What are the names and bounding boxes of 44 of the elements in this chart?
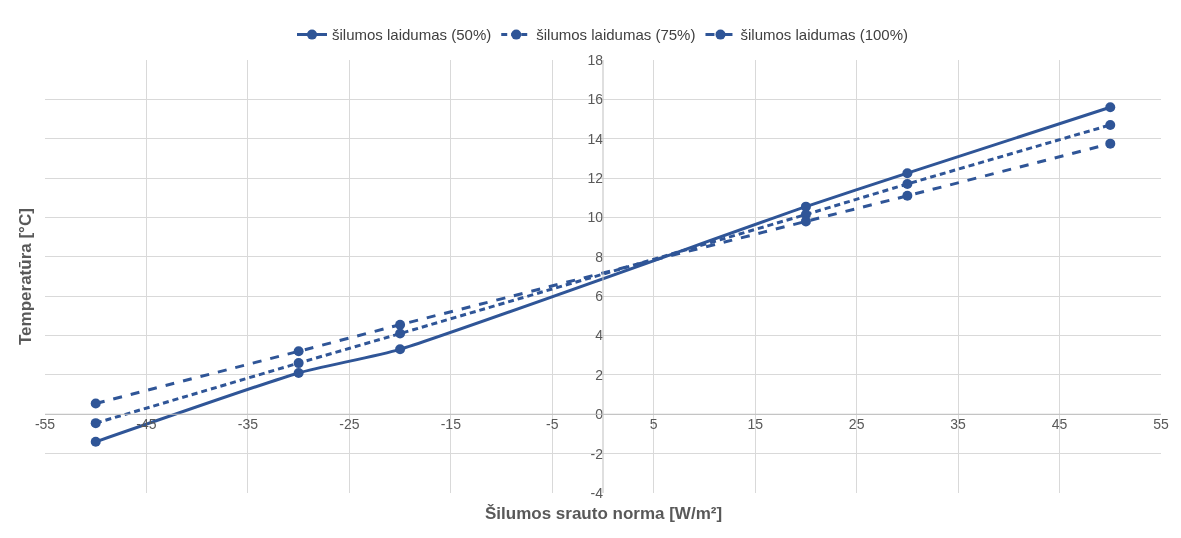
- x-tick-label: 15: [747, 416, 764, 433]
- point: [902, 179, 913, 189]
- x-tick-label: -15: [440, 416, 462, 433]
- legend-label: šilumos laidumas (50%): [332, 26, 492, 44]
- point: [90, 398, 101, 409]
- y-tick-label: 8: [595, 248, 604, 265]
- x-tick-label: 35: [950, 416, 967, 433]
- point: [293, 367, 304, 378]
- y-tick-label: 14: [587, 130, 604, 147]
- legend-label: šilumos laidumas (75%): [536, 26, 696, 44]
- y-tick-label: 18: [587, 51, 604, 68]
- point: [800, 216, 811, 227]
- x-tick-label: -35: [237, 416, 259, 433]
- x-tick-label: 5: [649, 416, 658, 433]
- point: [293, 346, 304, 357]
- y-tick-label: -4: [590, 484, 604, 501]
- x-axis-title: Šilumos srauto norma [W/m²]: [485, 504, 723, 523]
- point: [395, 344, 406, 355]
- x-tick-label: 55: [1153, 416, 1169, 433]
- legend-label: šilumos laidumas (100%): [740, 26, 909, 44]
- y-tick-label: -2: [590, 445, 604, 462]
- point: [902, 168, 913, 179]
- y-tick-label: 6: [595, 288, 604, 305]
- x-tick-label: -55: [34, 416, 56, 433]
- y-tick-label: 0: [595, 406, 604, 423]
- point: [90, 418, 101, 429]
- y-tick-label: 10: [587, 209, 604, 226]
- x-tick-label: 25: [848, 416, 865, 433]
- point: [395, 328, 406, 339]
- x-tick-label: -5: [546, 416, 559, 433]
- point: [1105, 102, 1116, 113]
- y-tick-label: 16: [587, 91, 604, 108]
- y-axis-title: Temperatūra [°C]: [16, 208, 35, 345]
- point: [1105, 138, 1116, 149]
- point: [902, 190, 913, 201]
- point: [395, 319, 406, 330]
- x-tick-label: 45: [1051, 416, 1068, 433]
- x-tick-label: -25: [339, 416, 360, 433]
- y-tick-label: 2: [595, 366, 604, 383]
- point: [90, 436, 101, 447]
- point: [293, 358, 304, 369]
- point: [1105, 119, 1116, 130]
- y-tick-label: 12: [587, 169, 604, 186]
- y-tick-label: 4: [595, 327, 604, 344]
